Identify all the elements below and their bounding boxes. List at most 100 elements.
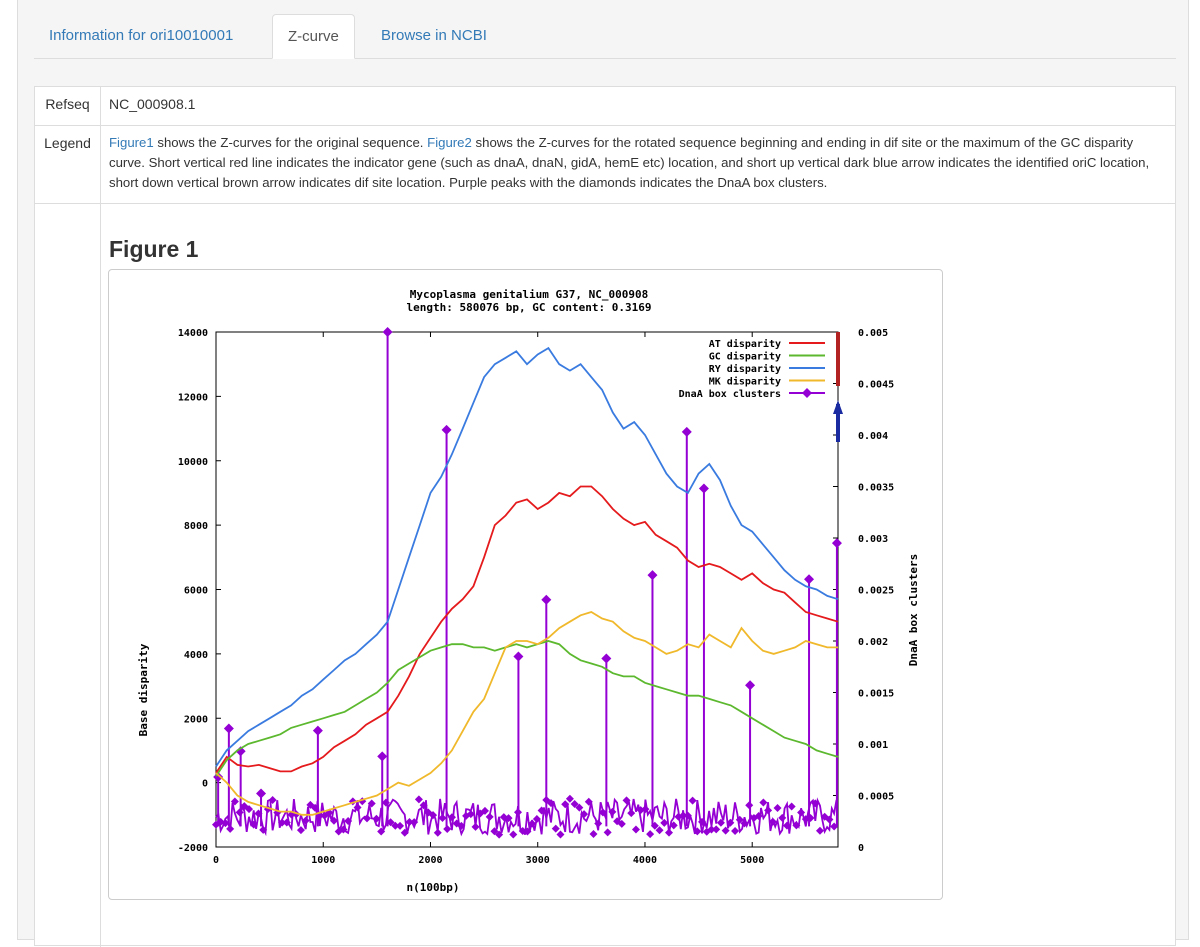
figure2-link[interactable]: Figure2 — [427, 135, 472, 150]
dnaa-marker — [712, 825, 721, 834]
dnaa-marker — [282, 818, 291, 827]
dnaa-peak-marker — [223, 723, 234, 734]
dnaa-marker — [754, 812, 763, 821]
tab-information[interactable]: Information for ori10010001 — [49, 27, 234, 44]
dnaa-marker — [627, 809, 636, 818]
x-tick-label: 2000 — [418, 855, 442, 866]
dnaa-peak-marker — [601, 653, 612, 664]
y-axis-label: Base disparity — [137, 643, 150, 736]
dnaa-marker — [726, 818, 735, 827]
dnaa-marker — [797, 808, 806, 817]
dnaa-marker — [660, 818, 669, 827]
dnaa-marker — [400, 828, 409, 837]
dnaa-peak-marker — [441, 424, 452, 435]
dnaa-marker — [655, 826, 664, 835]
dnaa-marker — [551, 824, 560, 833]
dnaa-marker — [230, 797, 239, 806]
dnaa-peak-marker — [647, 570, 658, 581]
dnaa-marker — [518, 827, 527, 836]
dnaa-peak-marker — [256, 788, 267, 799]
dnaa-peak-marker — [745, 680, 756, 691]
dnaa-marker — [584, 797, 593, 806]
legend-text: Figure1 shows the Z-curves for the origi… — [109, 133, 1164, 193]
dnaa-marker — [259, 825, 268, 834]
dnaa-marker — [764, 806, 773, 815]
dnaa-marker — [329, 816, 338, 825]
y-tick-label: -2000 — [178, 843, 208, 854]
dnaa-peak-marker — [382, 327, 393, 337]
dnaa-marker — [221, 819, 230, 828]
dnaa-marker — [362, 814, 371, 823]
dnaa-peak-marker — [513, 651, 524, 662]
y-tick-label: 14000 — [178, 328, 208, 339]
dnaa-marker — [716, 818, 725, 827]
dnaa-marker — [735, 815, 744, 824]
dnaa-marker — [532, 815, 541, 824]
dnaa-marker — [537, 806, 546, 815]
dnaa-marker — [679, 811, 688, 820]
z-curve-chart: Mycoplasma genitalium G37, NC_000908 len… — [137, 288, 920, 894]
dnaa-marker — [556, 830, 565, 839]
dnaa-marker — [669, 821, 678, 830]
y2-tick-label: 0.0015 — [858, 689, 894, 700]
dnaa-marker — [410, 818, 419, 827]
x-axis-label: n(100bp) — [407, 881, 460, 894]
y2-tick-label: 0.005 — [858, 328, 888, 339]
tab-browse-ncbi[interactable]: Browse in NCBI — [381, 27, 487, 44]
dnaa-marker — [490, 827, 499, 836]
row-divider — [35, 203, 1175, 204]
dnaa-marker — [782, 821, 791, 830]
dnaa-marker — [561, 800, 570, 809]
dnaa-marker — [249, 820, 258, 829]
dnaa-marker — [495, 830, 504, 839]
dnaa-marker — [570, 800, 579, 809]
legend-text-part1: shows the Z-curves for the original sequ… — [153, 135, 428, 150]
gc-disparity-line — [215, 640, 839, 777]
legend-dnaa-marker — [802, 388, 812, 398]
y2-tick-label: 0.0005 — [858, 792, 894, 803]
dnaa-marker — [787, 802, 796, 811]
dnaa-marker — [306, 800, 315, 809]
dnaa-marker — [367, 799, 376, 808]
tab-z-curve[interactable]: Z-curve — [272, 14, 355, 59]
dnaa-marker — [438, 813, 447, 822]
x-tick-label: 3000 — [526, 855, 550, 866]
dnaa-marker — [325, 808, 334, 817]
ry-disparity-line — [215, 346, 839, 767]
y2-tick-label: 0.002 — [858, 637, 888, 648]
x-tick-label: 0 — [213, 855, 219, 866]
dnaa-marker — [759, 798, 768, 807]
y-tick-label: 10000 — [178, 457, 208, 468]
dnaa-marker — [641, 805, 650, 814]
dnaa-marker — [603, 828, 612, 837]
row-divider — [35, 125, 1175, 126]
dnaa-marker — [504, 814, 513, 823]
legend-label: Legend — [44, 135, 91, 151]
dnaa-marker — [825, 815, 834, 824]
y-tick-label: 6000 — [184, 586, 208, 597]
y2-tick-label: 0.001 — [858, 740, 888, 751]
y2-tick-label: 0.004 — [858, 431, 888, 442]
dnaa-marker — [575, 803, 584, 812]
plot-frame — [215, 331, 839, 848]
dnaa-marker — [268, 795, 277, 804]
dnaa-marker — [457, 821, 466, 830]
dnaa-marker — [778, 813, 787, 822]
dnaa-marker — [721, 826, 730, 835]
dnaa-peak-marker — [831, 538, 842, 549]
dnaa-marker — [485, 812, 494, 821]
dnaa-marker — [414, 795, 423, 804]
dnaa-peak-marker — [312, 725, 323, 736]
dnaa-peak-marker — [377, 751, 388, 762]
figure1-link[interactable]: Figure1 — [109, 135, 154, 150]
y2-tick-label: 0.0045 — [858, 380, 894, 391]
dnaa-marker — [296, 826, 305, 835]
dnaa-marker — [405, 817, 414, 826]
dnaa-marker — [278, 818, 287, 827]
y2-tick-label: 0.003 — [858, 534, 888, 545]
dnaa-marker — [391, 821, 400, 830]
legend-at-label: AT disparity — [709, 338, 781, 350]
y-tick-label: 12000 — [178, 392, 208, 403]
dnaa-marker — [617, 819, 626, 828]
dnaa-marker — [377, 827, 386, 836]
